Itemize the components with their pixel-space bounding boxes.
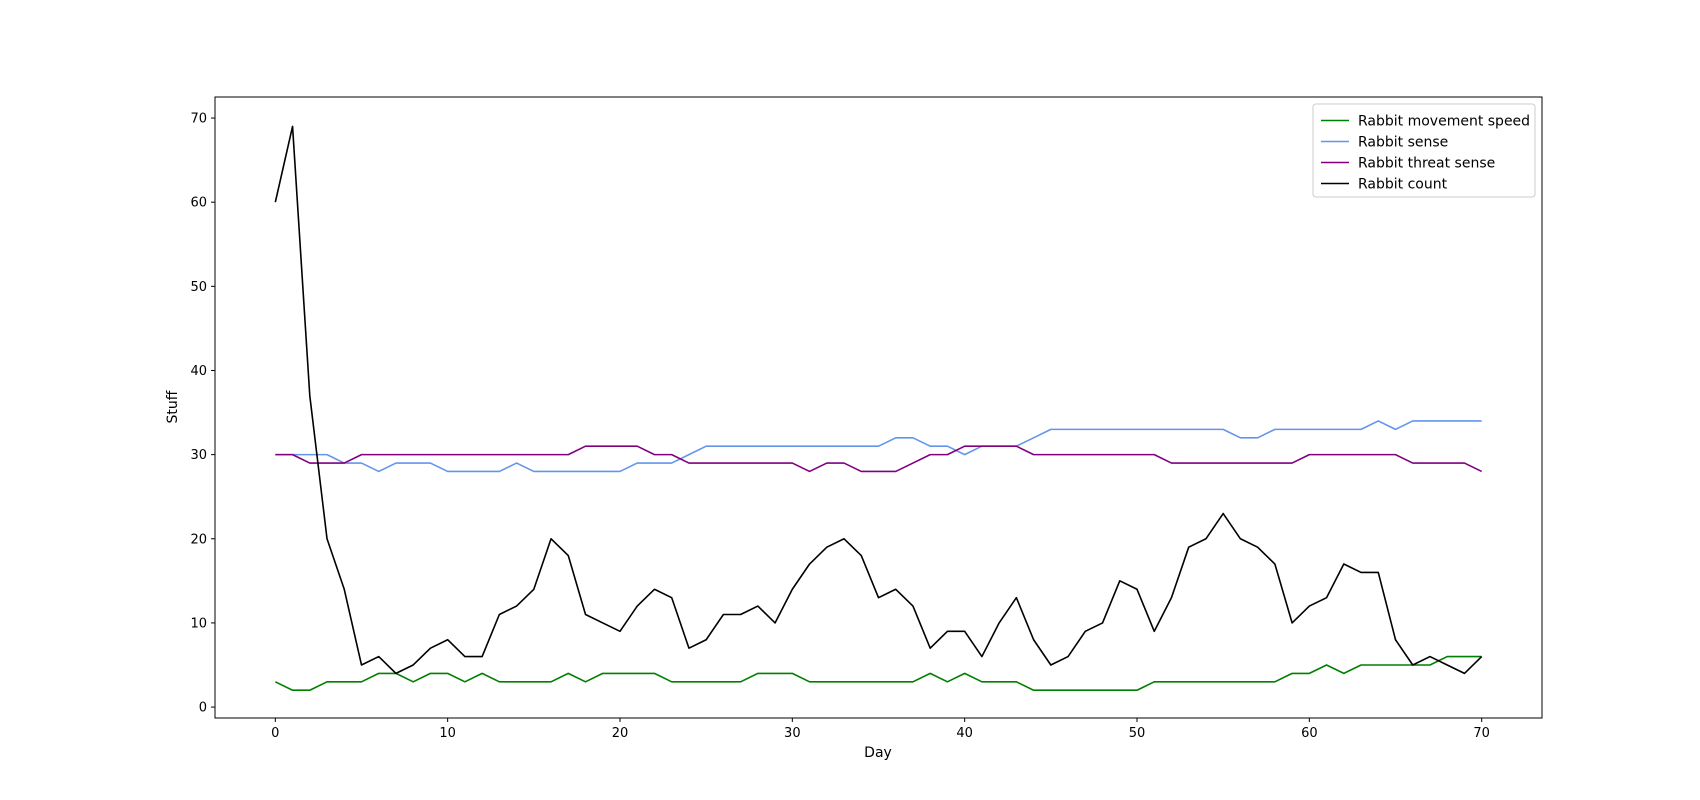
y-tick-label: 30 bbox=[190, 448, 207, 463]
series-layer bbox=[274, 125, 1483, 692]
y-tick-label: 0 bbox=[199, 701, 207, 716]
x-tick-label: 60 bbox=[1301, 726, 1318, 741]
x-axis-ticks: 0 10 20 30 40 50 60 70 bbox=[271, 718, 1490, 741]
x-axis-label: Day bbox=[864, 745, 892, 761]
y-tick-label: 10 bbox=[190, 616, 207, 631]
plot-frame bbox=[214, 96, 1543, 719]
series-line-rabbit-movement-speed bbox=[274, 655, 1482, 692]
x-tick-label: 10 bbox=[439, 726, 456, 741]
x-tick-label: 50 bbox=[1129, 726, 1146, 741]
legend-label: Rabbit threat sense bbox=[1358, 156, 1495, 172]
x-tick-label: 70 bbox=[1473, 726, 1490, 741]
x-tick-label: 0 bbox=[271, 726, 279, 741]
legend-label: Rabbit count bbox=[1358, 177, 1448, 193]
x-tick-label: 40 bbox=[956, 726, 973, 741]
x-tick-label: 30 bbox=[784, 726, 801, 741]
y-tick-label: 60 bbox=[190, 196, 207, 211]
y-axis-label: Stuff bbox=[165, 390, 181, 423]
series-line-rabbit-threat-sense bbox=[275, 445, 1483, 473]
series-line-rabbit-sense bbox=[275, 420, 1482, 473]
y-tick-label: 20 bbox=[190, 532, 207, 547]
legend-box bbox=[1312, 103, 1536, 198]
series-line-rabbit-count bbox=[274, 125, 1483, 675]
legend-label: Rabbit sense bbox=[1358, 135, 1448, 151]
y-tick-label: 40 bbox=[190, 364, 207, 379]
legend-label: Rabbit movement speed bbox=[1358, 114, 1530, 130]
y-tick-label: 70 bbox=[190, 112, 207, 127]
y-axis-ticks: 0 10 20 30 40 50 60 70 bbox=[190, 112, 215, 716]
x-tick-label: 20 bbox=[612, 726, 629, 741]
legend: Rabbit movement speed Rabbit sense Rabbit … bbox=[1312, 103, 1536, 198]
y-tick-label: 50 bbox=[190, 280, 207, 295]
